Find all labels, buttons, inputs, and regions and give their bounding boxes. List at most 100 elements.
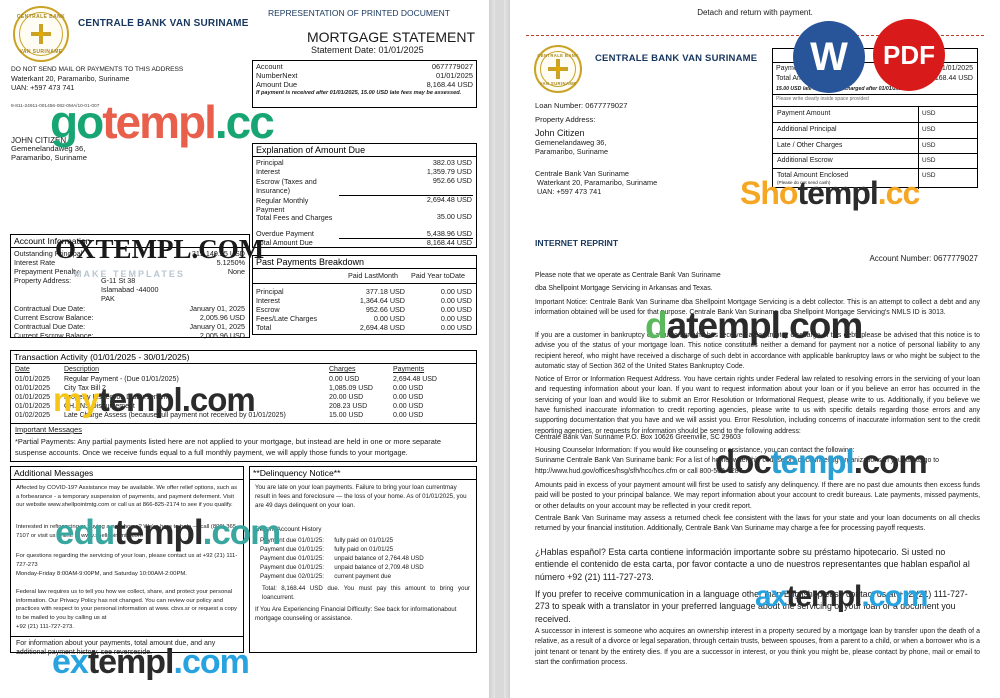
exp-row-4-label: Total Fees and Charges <box>256 213 333 222</box>
pp-row-1-last: 1,364.64 USD <box>359 296 405 305</box>
exp-row-3-label: Regular Monthly Payment <box>256 196 309 214</box>
pp-row-0-last: 377.18 USD <box>365 287 405 296</box>
bank-address-1: Waterkant 20, Paramaribo, Suriname <box>537 178 658 187</box>
statement-date: Statement Date: 01/01/2025 <box>311 45 424 55</box>
history-item-3: Payment due 01/01/25: unpaid balance of … <box>260 564 424 571</box>
account-summary-box: Account 0677779027 NumberNext 01/01/2025… <box>252 60 477 108</box>
body-para-7: Amounts paid in excess of your payment a… <box>535 482 980 510</box>
borrower-address-line2: Paramaribo, Suriname <box>11 153 87 162</box>
tx-row-4-date: 01/02/2025 <box>15 412 51 419</box>
spanish-notice: ¿Hablas español? Esta carta contiene inf… <box>535 547 970 582</box>
explanation-of-amount-due-box: Explanation of Amount Due Principal 382.… <box>252 143 477 248</box>
additional-msg-p4: Federal law requires us to tell you how … <box>16 589 237 621</box>
tx-row-2-desc: Property Inspection Disbursement <box>64 394 170 401</box>
exp-row-5-label: Overdue Payment <box>256 229 314 238</box>
coupon-field-4-sub: (Please do not send cash) <box>777 180 831 185</box>
explanation-title: Explanation of Amount Due <box>253 144 476 157</box>
ai-extra-2-value: January 01, 2025 <box>189 322 245 331</box>
word-format-badge[interactable]: W <box>793 21 865 93</box>
delinquency-total-line: Total: 8,168.44 USD due. You must pay th… <box>262 585 470 601</box>
transaction-activity-box: Transaction Activity (01/01/2025 - 30/01… <box>10 350 477 462</box>
account-row-2-label: Amount Due <box>256 80 298 89</box>
tx-row-2-charges: 20.00 USD <box>329 394 364 401</box>
coupon-field-1-label: Additional Principal <box>777 126 837 133</box>
tx-row-3-date: 01/01/2025 <box>15 403 51 410</box>
exp-row-1-value: 1,359.79 USD <box>426 167 472 176</box>
ai-row-1-value: 5.1250% <box>216 258 245 267</box>
tx-row-1-desc: City Tax Bill 2 <box>64 385 106 392</box>
coupon-field-3-unit: USD <box>922 157 936 164</box>
borrower-address-line1: Gemenelandaweg 36, <box>11 144 86 153</box>
additional-msg-p1: Interested in refinancing or buying a ne… <box>16 524 239 539</box>
account-row-0-value: 0677779027 <box>431 62 473 71</box>
account-information-box: Account Information Outstanding Principa… <box>10 234 250 340</box>
barcode-text: 8-811-24911-001456-082-0MA/10-01-007 <box>11 104 100 109</box>
body-para-4: Notice of Error or Information Request A… <box>535 376 980 435</box>
ai-property-address-0: G-11 St 38 <box>101 276 136 285</box>
pp-row-1-ytd: 0.00 USD <box>440 296 472 305</box>
translator-notice: If you prefer to receive communication i… <box>535 589 968 624</box>
important-messages-body: *Partial Payments: Any partial payments … <box>15 437 442 458</box>
history-item-1: Payment due 01/01/25: fully paid on 01/0… <box>260 546 394 553</box>
tx-row-0-date: 01/01/2025 <box>15 376 51 383</box>
tx-header-desc: Description <box>64 366 100 373</box>
seal-top-text: CENTRALE BANK <box>16 14 66 20</box>
additional-msg-p5: +92 (21) 111-727-273. <box>16 624 74 630</box>
tx-row-2-payments: 0.00 USD <box>393 394 424 401</box>
coupon-field-0-unit: USD <box>922 110 936 117</box>
bank-address-2: UAN: +597 473 741 <box>537 187 602 196</box>
coupon-field-2-label: Late / Other Charges <box>777 142 843 149</box>
pp-row-0-ytd: 0.00 USD <box>440 287 472 296</box>
pp-row-3-last: 0.00 USD <box>373 314 405 323</box>
document-title: MORTGAGE STATEMENT <box>307 29 476 45</box>
tx-row-3-desc: CH. INS Disbursement <box>64 403 135 410</box>
transaction-title: Transaction Activity (01/01/2025 - 30/01… <box>11 351 476 364</box>
pp-row-2-ytd: 0.00 USD <box>440 305 472 314</box>
coupon-write-note: Please write clearly inside space provid… <box>776 96 869 102</box>
word-badge-label: W <box>810 34 848 79</box>
tx-row-1-payments: 0.00 USD <box>393 385 424 392</box>
pdf-format-badge[interactable]: PDF <box>873 19 945 91</box>
account-row-0-label: Account <box>256 62 283 71</box>
ai-property-address-2: PAK <box>101 294 115 303</box>
exp-row-6-value: 8,168.44 USD <box>426 238 472 247</box>
successor-notice: A successor in interest is someone who a… <box>535 628 980 667</box>
additional-msg-footer: For information about your payments, tot… <box>16 640 216 657</box>
pp-row-3-ytd: 0.00 USD <box>440 314 472 323</box>
bank-name: CENTRALE BANK VAN SURINAME <box>78 18 249 29</box>
exp-row-2-label: Escrow (Taxes and Insurance) <box>256 177 317 195</box>
coupon-field-0-label: Payment Amount <box>777 110 831 117</box>
coupon-total-due-value: 8,168.44 USD <box>929 75 973 82</box>
ai-row-0-value: 319,149.25 USD <box>191 249 245 258</box>
exp-row-1-label: Interest <box>256 167 280 176</box>
page-gutter-left <box>489 0 495 698</box>
tx-row-2-date: 01/01/2025 <box>15 394 51 401</box>
account-info-title: Account Information <box>11 235 249 248</box>
pp-header-ytd: Paid Year toDate <box>411 271 465 280</box>
account-row-1-label: NumberNext <box>256 71 298 80</box>
pp-row-0-label: Principal <box>256 287 284 296</box>
ai-extra-0-label: Contractual Due Date: <box>14 304 86 313</box>
additional-messages-box: Additional Messages Affected by COVID-19… <box>10 466 244 656</box>
additional-msg-p2: For questions regarding the servicing of… <box>16 553 238 568</box>
coupon-field-3-label: Additional Escrow <box>777 157 833 164</box>
body-para-5: Centrale Bank Van Suriname P.O. Box 1062… <box>535 434 741 441</box>
detach-dashed-line <box>526 35 984 36</box>
exp-row-3-value: 2,694.48 USD <box>426 195 472 204</box>
pp-header-last-month: Paid LastMonth <box>348 271 398 280</box>
history-item-2: Payment due 01/01/25: unpaid balance of … <box>260 555 424 562</box>
coupon-field-2-unit: USD <box>922 142 936 149</box>
tx-row-1-date: 01/01/2025 <box>15 385 51 392</box>
pp-row-2-label: Escrow <box>256 305 280 314</box>
additional-msg-p0: Affected by COVID-19? Assistance may be … <box>16 485 238 509</box>
ai-row-0-label: Outstanding Principal <box>14 249 83 258</box>
account-row-1-value: 01/01/2025 <box>436 71 473 80</box>
borrower-address-right-2: Paramaribo, Suriname <box>535 147 609 156</box>
tx-row-4-payments: 0.00 USD <box>393 412 424 419</box>
page-gutter-right <box>504 0 510 698</box>
ai-extra-3-value: 2,005.96 USD <box>199 331 245 340</box>
exp-row-0-label: Principal <box>256 158 284 167</box>
internet-reprint-heading: INTERNET REPRINT <box>535 238 619 248</box>
tx-row-0-desc: Regular Payment - (Due 01/01/2025) <box>64 376 179 383</box>
account-row-2-value: 8,168.44 USD <box>426 80 473 89</box>
